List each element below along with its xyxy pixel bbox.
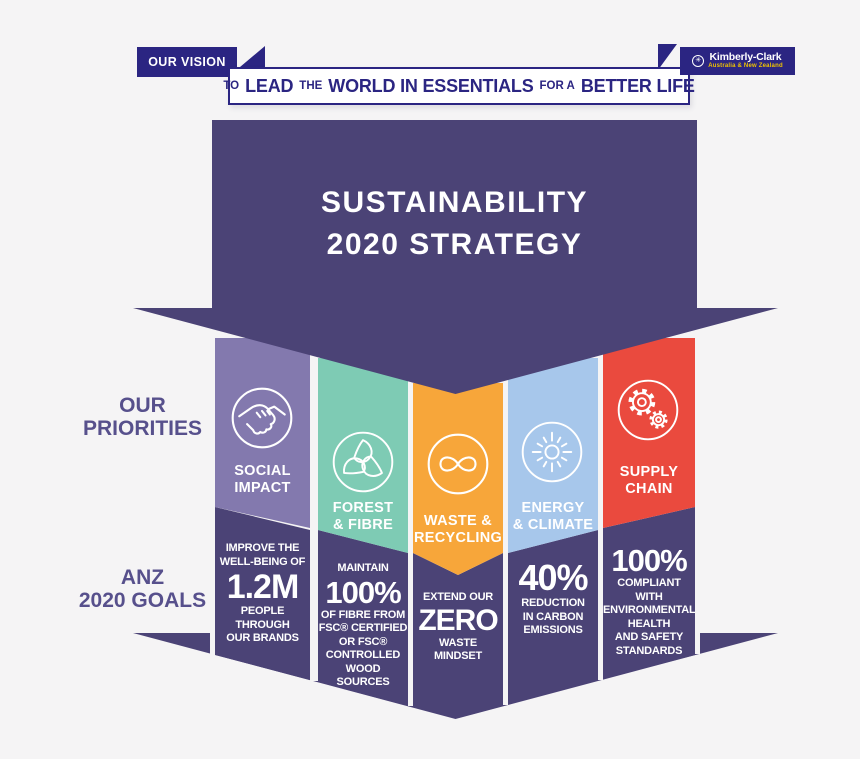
ribbon-fold-left [240,46,265,67]
column-separator [695,340,700,654]
goal-panel-social-impact: IMPROVE THE WELL-BEING OF 1.2M PEOPLE TH… [215,507,310,680]
priority-label: SOCIAL IMPACT [234,463,291,496]
kimberly-clark-logo: ✳ Kimberly-Clark Australia & New Zealand [680,47,795,75]
banner-word: FOR A [539,80,575,92]
column-separator [408,340,413,706]
row-label-priorities: OUR PRIORITIES [82,394,203,440]
strategy-title: SUSTAINABILITY 2020 STRATEGY [320,186,589,261]
goal-panel-energy-climate: 40% REDUCTION IN CARBON EMISSIONS [508,530,598,704]
banner-word: BETTER LIFE [580,75,695,96]
goal-big-value: 1.2M [226,568,300,606]
column-separator [503,340,508,705]
goal-post-text: REDUCTION IN CARBON EMISSIONS [521,597,585,636]
banner-word: LEAD [245,75,294,96]
priority-label: WASTE & RECYCLING [413,513,503,546]
goal-panel-supply-chain: 100% COMPLIANT WITH ENVIRONMENTAL HEALTH… [603,507,696,679]
logo-brand-name: Kimberly-Clark [709,51,782,63]
goal-big-value: ZERO [418,603,498,637]
priority-label: ENERGY & CLIMATE [512,500,594,533]
sun-icon [517,417,587,487]
banner-word: WORLD IN ESSENTIALS [328,75,534,96]
goal-big-value: 40% [518,557,588,598]
goal-panel-waste-recycling: EXTEND OUR ZERO WASTE MINDSET [413,553,503,718]
handshake-icon [227,383,297,453]
priority-column-forest-fibre: FOREST & FIBRE [318,358,408,553]
priority-column-waste-recycling: WASTE & RECYCLING [413,383,503,575]
goal-big-value: 100% [325,574,401,610]
goal-panel-forest-fibre: MAINTAIN 100% OF FIBRE FROM FSC® CERTIFI… [318,530,408,706]
priority-column-social-impact: SOCIAL IMPACT [215,338,310,528]
priority-column-energy-climate: ENERGY & CLIMATE [508,358,598,553]
our-vision-ribbon: OUR VISION [137,47,237,77]
infinity-icon [423,429,493,499]
goal-big-value: 100% [611,543,687,578]
goal-post-text: OF FIBRE FROM FSC® CERTIFIED OR FSC® CON… [318,608,408,689]
goal-pre-text: IMPROVE THE WELL-BEING OF [219,542,306,568]
goal-pre-text: MAINTAIN [337,562,389,574]
column-separator [598,340,603,680]
banner-word: THE [299,80,323,92]
priority-label: SUPPLY CHAIN [619,464,679,497]
leaves-icon [328,427,398,497]
column-separator [310,340,318,681]
priority-column-supply-chain: SUPPLY CHAIN [603,338,695,528]
kimberly-clark-emblem-icon: ✳ [692,55,705,67]
priority-label: FOREST & FIBRE [332,500,394,533]
vision-statement-banner: TO LEAD THE WORLD IN ESSENTIALS FOR A BE… [223,67,695,105]
column-separator [210,340,215,655]
gears-icon [613,375,683,445]
goal-post-text: WASTE MINDSET [433,636,483,663]
goal-post-text: COMPLIANT WITH ENVIRONMENTAL HEALTH AND … [603,577,696,657]
banner-word: TO [223,80,240,92]
goal-post-text: PEOPLE THROUGH OUR BRANDS [226,605,299,644]
row-label-goals: ANZ 2020 GOALS [78,566,207,612]
logo-region-name: Australia & New Zealand [708,63,783,69]
goal-pre-text: EXTEND OUR [422,591,494,603]
